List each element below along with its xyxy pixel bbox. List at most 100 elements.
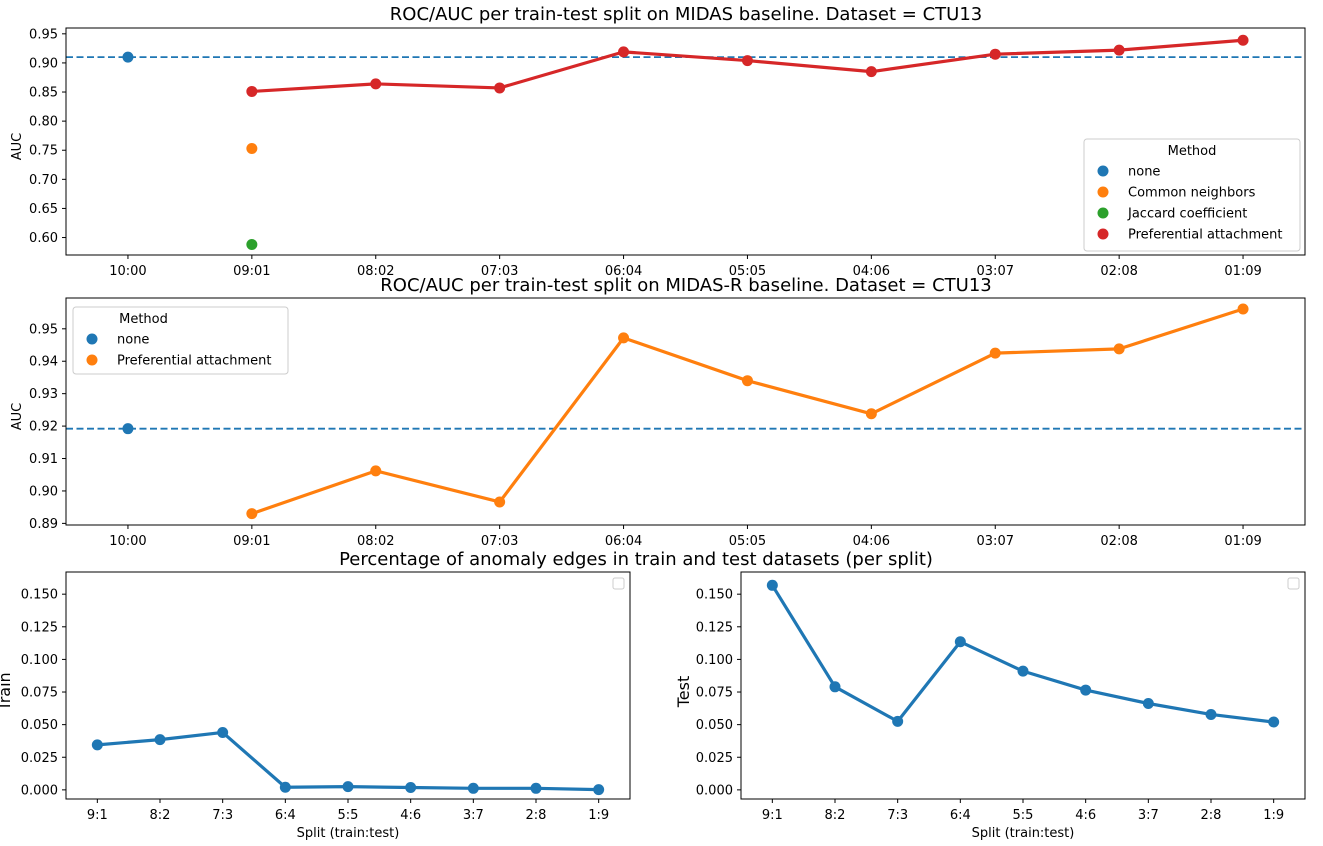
data-point: [342, 781, 354, 793]
y-tick-label: 0.100: [21, 653, 58, 668]
chart-1: ROC/AUC per train-test split on MIDAS ba…: [10, 4, 1306, 279]
y-tick-label: 0.95: [29, 322, 58, 337]
y-axis-label: AUC: [10, 403, 25, 431]
data-point: [766, 579, 778, 591]
data-point: [370, 465, 382, 477]
y-tick-label: 0.95: [29, 27, 58, 42]
x-tick-label: 6:4: [275, 808, 296, 823]
data-point: [467, 782, 479, 794]
x-tick-label: 03:07: [977, 534, 1014, 549]
data-point: [593, 784, 605, 796]
chart-3: Percentage of anomaly edges in train and…: [0, 549, 933, 841]
legend-label: none: [1128, 165, 1160, 180]
data-point: [246, 508, 258, 520]
x-tick-label: 7:3: [887, 808, 908, 823]
empty-legend: [1287, 577, 1300, 590]
legend-marker: [1097, 165, 1109, 177]
legend: Method none Common neighbors Jaccard coeffi…: [1083, 138, 1301, 252]
y-tick-label: 0.075: [696, 686, 733, 701]
data-point: [1205, 708, 1217, 720]
y-tick-label: 0.050: [696, 718, 733, 733]
data-point: [494, 82, 506, 94]
data-point: [370, 78, 382, 90]
data-point: [829, 681, 841, 693]
x-tick-label: 6:4: [950, 808, 971, 823]
x-tick-label: 02:08: [1100, 264, 1137, 279]
x-tick-label: 9:1: [87, 808, 108, 823]
data-point: [1237, 34, 1249, 46]
y-tick-label: 0.125: [696, 620, 733, 635]
x-tick-label: 08:02: [357, 534, 394, 549]
y-tick-label: 0.91: [29, 452, 58, 467]
x-tick-label: 8:2: [150, 808, 171, 823]
x-tick-label: 09:01: [233, 534, 270, 549]
chart-title: Percentage of anomaly edges in train and…: [339, 549, 933, 570]
x-tick-label: 2:8: [526, 808, 547, 823]
x-tick-label: 09:01: [233, 264, 270, 279]
legend-label: Common neighbors: [1128, 186, 1256, 201]
x-tick-label: 04:06: [853, 264, 890, 279]
data-point: [1017, 665, 1029, 677]
x-tick-label: 06:04: [605, 534, 642, 549]
x-tick-label: 02:08: [1100, 534, 1137, 549]
data-point: [217, 726, 229, 738]
x-tick-label: 03:07: [977, 264, 1014, 279]
legend-box: [72, 306, 289, 375]
y-tick-label: 0.60: [29, 231, 58, 246]
y-tick-label: 0.025: [21, 751, 58, 766]
y-tick-label: 0.150: [696, 588, 733, 603]
data-point: [405, 782, 417, 794]
x-tick-label: 07:03: [481, 534, 518, 549]
y-tick-label: 0.94: [29, 355, 58, 370]
x-tick-label: 05:05: [729, 534, 766, 549]
data-point: [122, 423, 134, 435]
data-point: [246, 142, 258, 154]
data-point: [618, 332, 630, 344]
series-line: [770, 584, 1274, 724]
y-tick-label: 0.85: [29, 86, 58, 101]
x-tick-label: 7:3: [212, 808, 233, 823]
chart-title: ROC/AUC per train-test split on MIDAS-R …: [380, 275, 991, 296]
x-tick-label: 3:7: [1138, 808, 1159, 823]
legend-label: Jaccard coefficient: [1127, 207, 1247, 222]
x-tick-label: 8:2: [825, 808, 846, 823]
legend-title: Method: [119, 312, 168, 327]
x-tick-label: 1:9: [1263, 808, 1284, 823]
data-point: [122, 51, 134, 63]
data-point: [741, 55, 753, 67]
y-axis-label: Train: [0, 672, 14, 711]
data-point: [989, 48, 1001, 60]
chart-4: 0.000 0.025 0.050 0.075 0.100 0.125 0.150 9:1 8:…: [674, 571, 1306, 841]
x-tick-label: 06:04: [605, 264, 642, 279]
data-point: [530, 782, 542, 794]
plot-frame: [65, 27, 1306, 256]
y-tick-label: 0.150: [21, 588, 58, 603]
y-tick-label: 0.000: [696, 783, 733, 798]
y-axis-label: AUC: [10, 133, 25, 161]
x-axis-label: Split (train:test): [972, 826, 1075, 841]
y-tick-label: 0.75: [29, 144, 58, 159]
y-tick-label: 0.93: [29, 387, 58, 402]
y-tick-label: 0.70: [29, 173, 58, 188]
data-point: [865, 408, 877, 420]
x-tick-label: 10:00: [109, 534, 146, 549]
data-point: [1237, 303, 1249, 315]
y-tick-label: 0.80: [29, 115, 58, 130]
x-tick-label: 1:9: [588, 808, 609, 823]
legend-marker: [86, 354, 98, 366]
x-tick-label: 05:05: [729, 264, 766, 279]
y-tick-label: 0.000: [21, 783, 58, 798]
legend-label: Preferential attachment: [1128, 228, 1282, 243]
y-axis-label: Test: [674, 676, 693, 709]
x-tick-label: 07:03: [481, 264, 518, 279]
y-tick-label: 0.90: [29, 484, 58, 499]
plot-frame: [65, 571, 631, 800]
legend-box: [1083, 138, 1301, 252]
y-tick-label: 0.075: [21, 686, 58, 701]
data-point: [1113, 44, 1125, 56]
data-point: [892, 715, 904, 727]
y-tick-label: 0.025: [696, 751, 733, 766]
y-tick-label: 0.050: [21, 718, 58, 733]
data-point: [154, 734, 166, 746]
